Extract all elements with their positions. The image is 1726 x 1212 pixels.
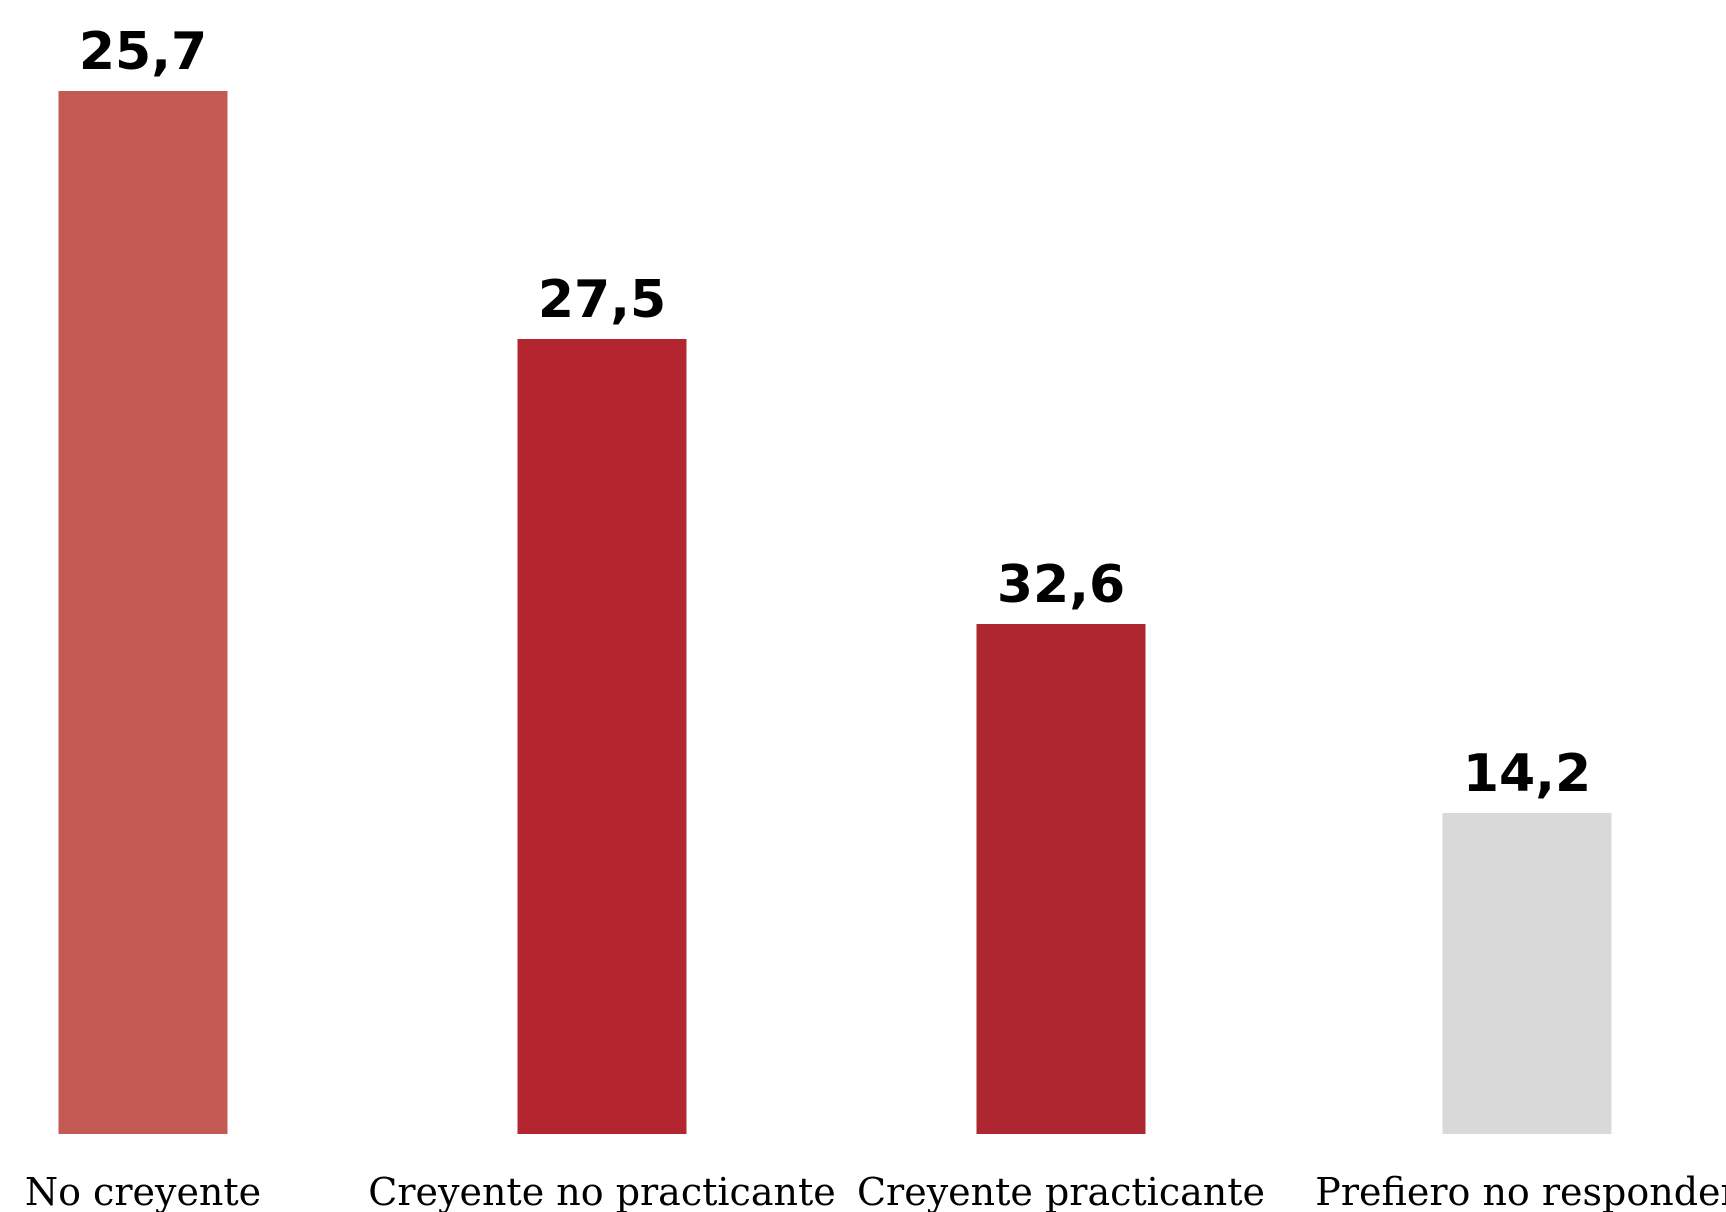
category-label: Creyente practicante xyxy=(857,1170,1265,1212)
category-label: No creyente xyxy=(25,1170,261,1212)
bar-4 xyxy=(1442,813,1612,1134)
bar-2 xyxy=(517,339,687,1134)
bar-1 xyxy=(58,91,228,1134)
bars-group xyxy=(58,91,1612,1134)
bar-value-label: 25,7 xyxy=(79,22,207,82)
bar-3 xyxy=(976,624,1146,1134)
category-label: Prefiero no responder xyxy=(1315,1170,1726,1212)
category-labels-group: No creyente Creyente no practicante Creyen… xyxy=(25,1170,1726,1212)
bar-value-label: 32,6 xyxy=(997,555,1125,615)
bar-value-label: 14,2 xyxy=(1463,744,1591,804)
bar-value-label: 27,5 xyxy=(538,270,666,330)
value-labels-group: 25,7 27,5 32,6 14,2 xyxy=(79,22,1591,804)
category-label: Creyente no practicante xyxy=(368,1170,835,1212)
